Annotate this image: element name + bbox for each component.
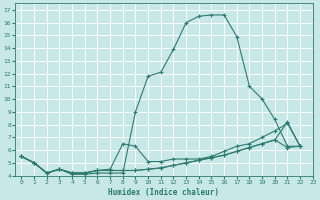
X-axis label: Humidex (Indice chaleur): Humidex (Indice chaleur) <box>108 188 220 197</box>
